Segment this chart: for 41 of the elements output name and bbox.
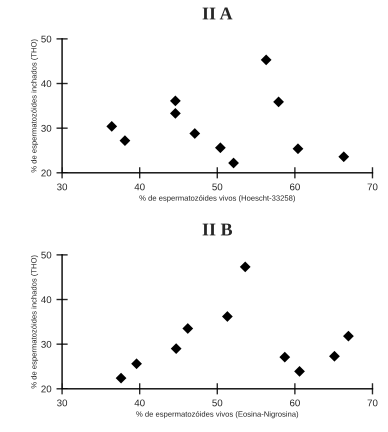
point: [120, 135, 130, 146]
point: [240, 262, 251, 272]
x-tick-label: 30: [57, 183, 68, 190]
y-tick-label: 20: [41, 170, 52, 176]
x-tick-label: 60: [290, 399, 300, 406]
point: [260, 54, 272, 66]
point: [131, 358, 142, 370]
x-tick-label: 50: [212, 183, 222, 190]
point: [273, 96, 284, 108]
chart-title: II B: [202, 224, 232, 236]
x-tick-label: 40: [134, 183, 145, 190]
y-tick-label: 50: [41, 252, 52, 258]
point: [292, 143, 304, 154]
point: [170, 108, 181, 119]
point: [228, 158, 239, 168]
point: [116, 372, 126, 384]
point: [279, 352, 290, 362]
point: [170, 343, 182, 354]
point: [189, 128, 200, 139]
point: [343, 330, 354, 342]
point: [222, 311, 233, 322]
x-tick-label: 70: [368, 183, 378, 190]
point: [294, 366, 305, 377]
chart-title: II A: [202, 8, 232, 20]
y-tick-label: 40: [41, 80, 52, 88]
point: [106, 120, 118, 132]
y-tick-label: 30: [41, 340, 52, 348]
x-tick-label: 50: [212, 399, 222, 406]
point: [338, 151, 350, 162]
y-tick-label: 20: [41, 386, 52, 392]
point: [170, 96, 181, 106]
y-tick-label: 40: [41, 296, 52, 304]
point: [215, 142, 226, 154]
point: [329, 350, 340, 362]
x-tick-label: 40: [134, 399, 145, 406]
y-tick-label: 30: [41, 124, 52, 132]
point: [182, 323, 194, 334]
x-tick-label: 60: [290, 183, 300, 190]
y-tick-label: 50: [41, 36, 52, 42]
x-tick-label: 70: [368, 399, 378, 406]
x-tick-label: 30: [57, 399, 68, 406]
